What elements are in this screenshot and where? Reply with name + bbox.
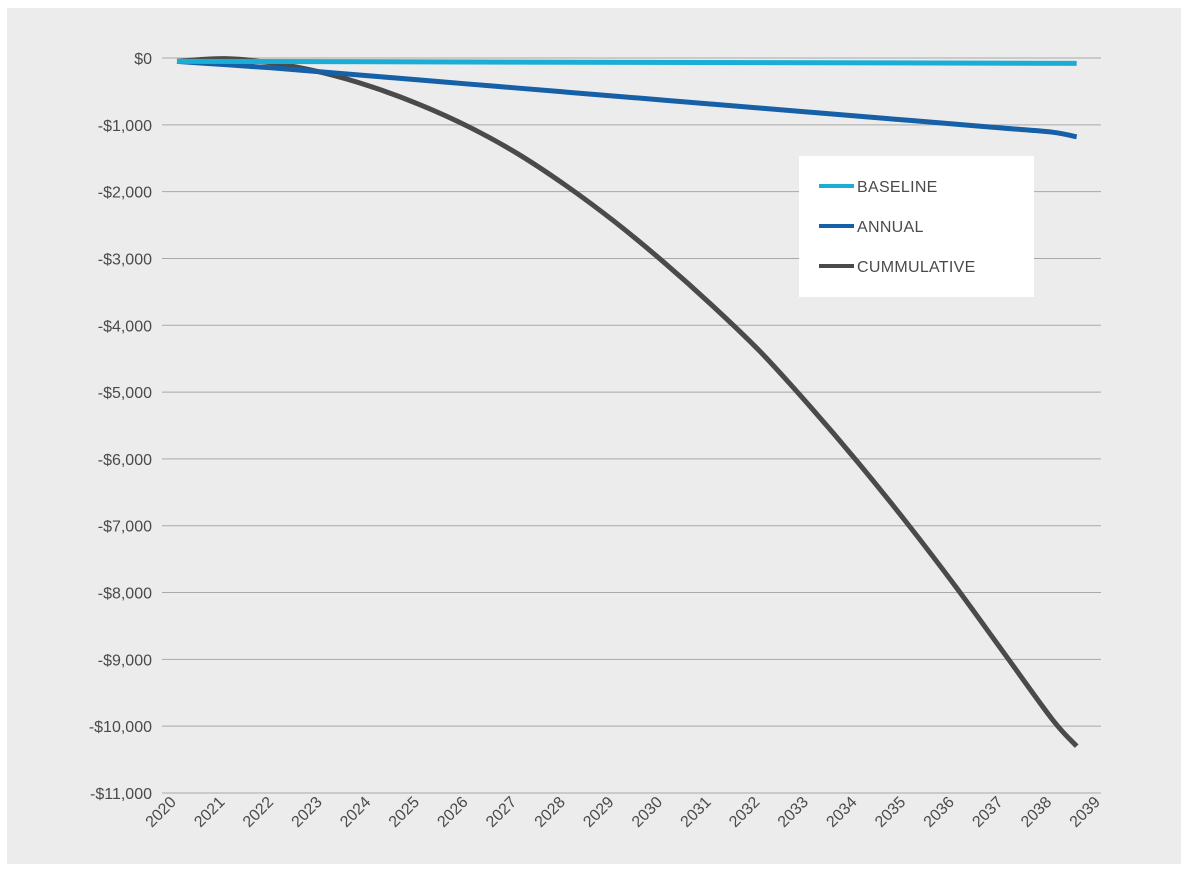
y-tick-label: -$10,000 <box>89 719 152 736</box>
y-tick-label: -$4,000 <box>98 318 152 335</box>
x-tick-label: 2024 <box>337 794 374 831</box>
y-tick-label: $0 <box>134 51 152 68</box>
x-tick-label: 2023 <box>289 794 326 831</box>
chart-panel: $0 -$1,000 -$2,000 -$3,000 -$4,000 -$5,000 -$6… <box>7 8 1181 864</box>
x-tick-label: 2026 <box>434 794 471 831</box>
y-tick-label: -$6,000 <box>98 452 152 469</box>
x-tick-label: 2028 <box>532 794 569 831</box>
y-axis-tick-labels: $0 -$1,000 -$2,000 -$3,000 -$4,000 -$5,000 -$6… <box>89 51 152 803</box>
series-lines <box>176 56 1079 748</box>
legend-label: ANNUAL <box>857 219 924 236</box>
y-tick-label: -$7,000 <box>98 519 152 536</box>
y-tick-label: -$5,000 <box>98 385 152 402</box>
x-tick-label: 2022 <box>240 794 277 831</box>
x-tick-label: 2037 <box>969 794 1006 831</box>
y-tick-label: -$11,000 <box>90 786 152 803</box>
legend-label: CUMMULATIVE <box>857 259 976 276</box>
x-tick-label: 2029 <box>580 794 617 831</box>
x-tick-label: 2030 <box>629 794 666 831</box>
x-tick-label: 2032 <box>726 794 763 831</box>
series-line-baseline <box>176 58 1077 66</box>
x-tick-label: 2038 <box>1018 794 1055 831</box>
x-tick-label: 2039 <box>1067 794 1104 831</box>
y-tick-label: -$1,000 <box>98 118 152 135</box>
x-tick-label: 2021 <box>191 794 228 831</box>
series-line-cummulative <box>176 56 1079 748</box>
x-tick-label: 2033 <box>775 794 812 831</box>
x-axis-tick-labels: 2020 2021 2022 2023 2024 2025 2026 2027 2028 2029… <box>143 794 1104 831</box>
x-tick-label: 2025 <box>386 794 423 831</box>
y-tick-label: -$2,000 <box>98 185 152 202</box>
x-tick-label: 2036 <box>921 794 958 831</box>
y-tick-label: -$3,000 <box>98 251 152 268</box>
legend-label: BASELINE <box>857 179 938 196</box>
x-tick-label: 2035 <box>872 794 909 831</box>
series-line-annual <box>176 58 1078 140</box>
y-tick-label: -$9,000 <box>98 652 152 669</box>
legend: BASELINE ANNUAL CUMMULATIVE <box>799 156 1034 297</box>
x-tick-label: 2034 <box>823 794 860 831</box>
y-tick-label: -$8,000 <box>98 586 152 603</box>
grid-lines <box>162 57 1101 794</box>
x-tick-label: 2031 <box>678 794 715 831</box>
x-tick-label: 2027 <box>483 794 520 831</box>
line-chart: $0 -$1,000 -$2,000 -$3,000 -$4,000 -$5,000 -$6… <box>89 51 1104 831</box>
